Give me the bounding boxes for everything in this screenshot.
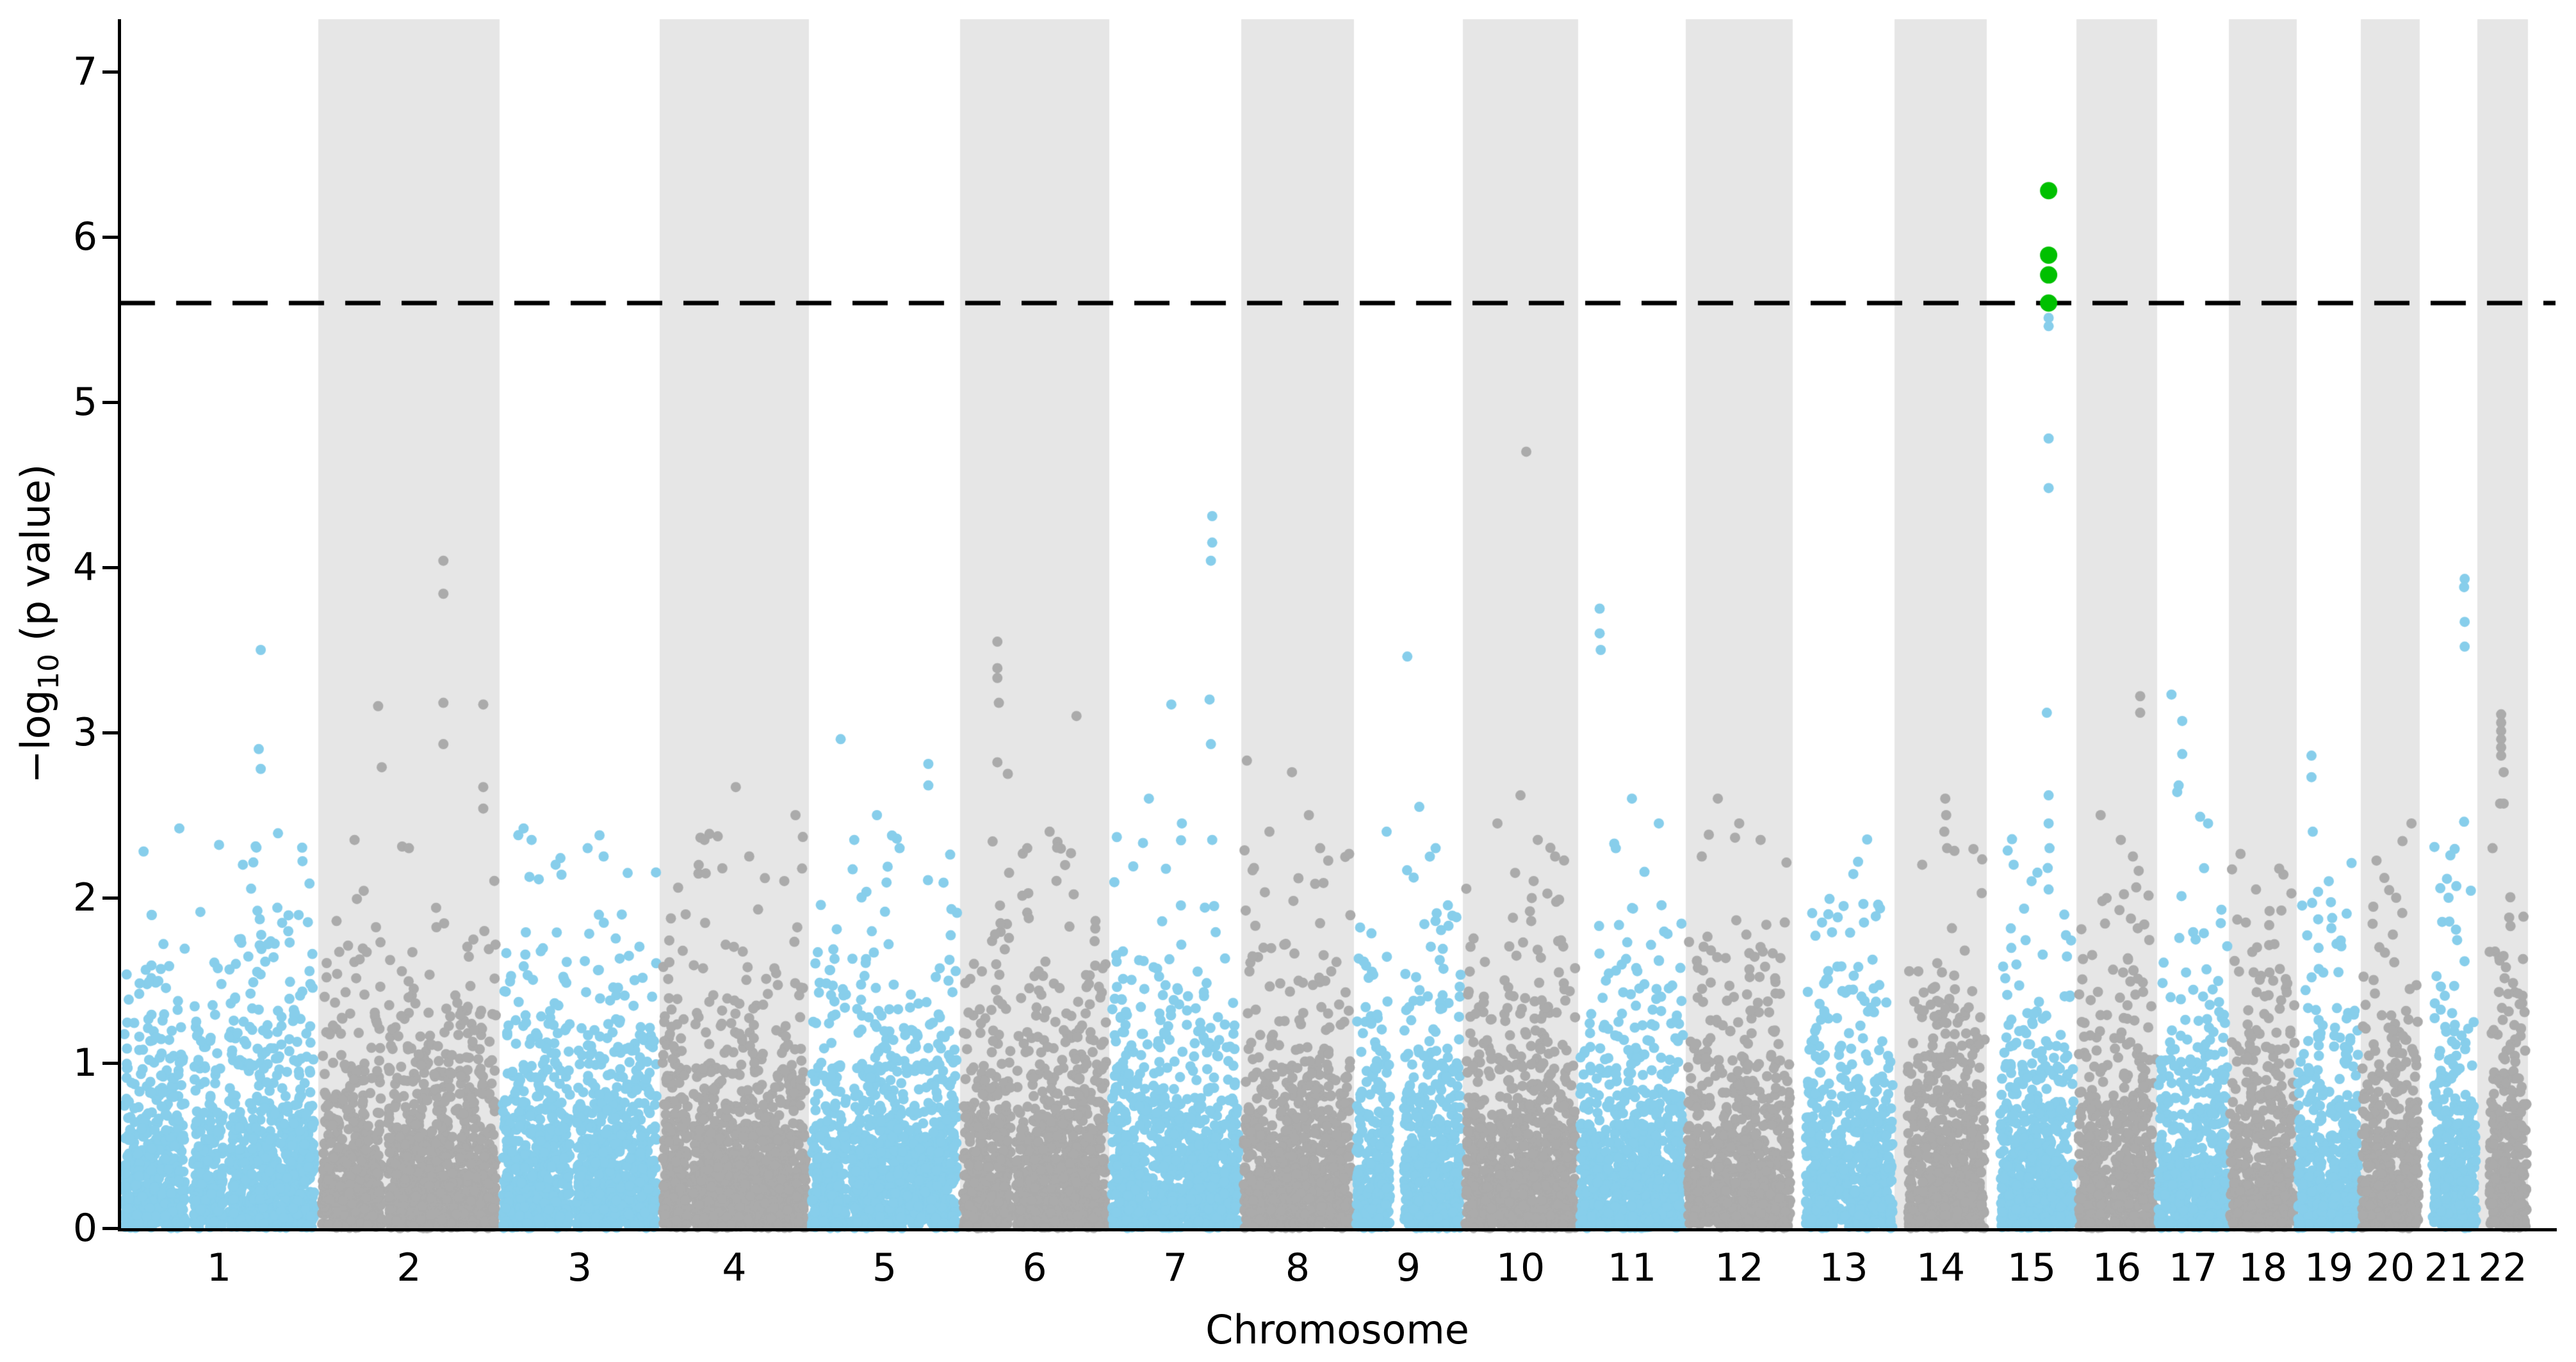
x-axis-title: Chromosome: [1205, 1306, 1469, 1353]
x-axis-spine: [118, 1228, 2557, 1231]
y-tick-mark-4: [102, 565, 119, 569]
x-tick-label-22: 22: [2478, 1245, 2527, 1290]
y-axis-title-suffix: (p value): [12, 464, 59, 654]
y-axis-title-prefix: −log: [12, 690, 59, 784]
x-tick-label-12: 12: [1715, 1245, 1764, 1290]
x-tick-label-5: 5: [872, 1245, 897, 1290]
x-tick-label-2: 2: [396, 1245, 421, 1290]
x-tick-label-1: 1: [206, 1245, 232, 1290]
x-tick-label-3: 3: [567, 1245, 592, 1290]
y-tick-mark-1: [102, 1061, 119, 1065]
y-tick-mark-2: [102, 896, 119, 900]
y-tick-label-5: 5: [72, 380, 97, 425]
x-tick-label-10: 10: [1496, 1245, 1545, 1290]
x-tick-label-16: 16: [2092, 1245, 2142, 1290]
y-tick-label-4: 4: [72, 545, 97, 590]
x-tick-label-17: 17: [2168, 1245, 2218, 1290]
x-tick-label-4: 4: [722, 1245, 747, 1290]
y-tick-label-0: 0: [72, 1206, 97, 1251]
x-tick-label-18: 18: [2238, 1245, 2288, 1290]
x-tick-label-20: 20: [2365, 1245, 2415, 1290]
y-tick-mark-6: [102, 235, 119, 239]
x-tick-label-19: 19: [2304, 1245, 2354, 1290]
x-tick-label-6: 6: [1022, 1245, 1047, 1290]
y-tick-label-7: 7: [72, 49, 97, 94]
y-tick-label-1: 1: [72, 1041, 97, 1085]
y-tick-mark-3: [102, 731, 119, 734]
y-axis-title: −log10 (p value): [12, 464, 65, 784]
x-tick-label-13: 13: [1819, 1245, 1868, 1290]
x-tick-label-14: 14: [1916, 1245, 1966, 1290]
y-tick-label-2: 2: [72, 875, 97, 920]
x-tick-label-21: 21: [2424, 1245, 2474, 1290]
x-tick-label-11: 11: [1607, 1245, 1657, 1290]
y-tick-label-3: 3: [72, 710, 97, 755]
y-tick-label-6: 6: [72, 215, 97, 259]
x-tick-label-15: 15: [2007, 1245, 2057, 1290]
y-tick-mark-7: [102, 70, 119, 74]
y-axis-spine: [118, 19, 121, 1231]
y-tick-mark-0: [102, 1226, 119, 1230]
y-tick-mark-5: [102, 400, 119, 404]
x-tick-label-9: 9: [1396, 1245, 1421, 1290]
x-tick-label-8: 8: [1285, 1245, 1310, 1290]
y-axis-title-subscript: 10: [33, 654, 65, 690]
x-tick-label-7: 7: [1162, 1245, 1188, 1290]
